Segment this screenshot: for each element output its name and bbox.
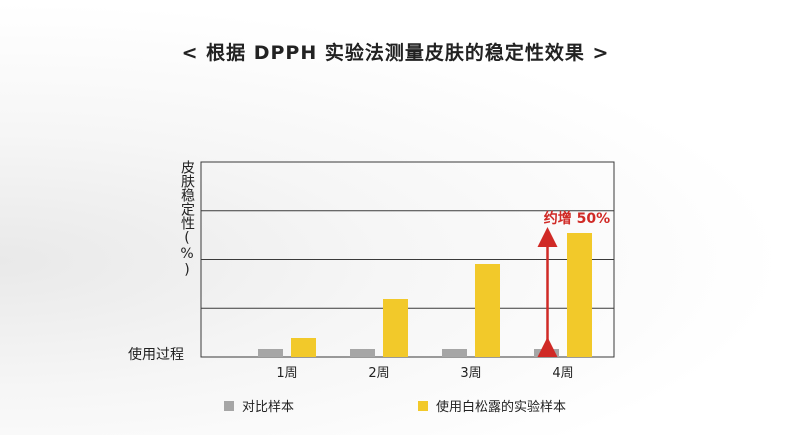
bar-control xyxy=(442,349,467,357)
legend-item-sample: 使用白松露的实验样本 xyxy=(418,396,566,415)
control-swatch-icon xyxy=(224,400,234,411)
annotation-label: 约增 50% xyxy=(544,210,610,227)
bar-sample xyxy=(383,299,408,357)
sample-swatch-icon xyxy=(418,400,428,411)
bar-control xyxy=(534,349,559,357)
x-tick-label: 3周 xyxy=(460,366,481,381)
x-tick-label: 2周 xyxy=(368,366,389,381)
x-tick-label: 4周 xyxy=(552,366,573,381)
x-tick-label: 1周 xyxy=(276,366,297,381)
page-title: < 根据 DPPH 实验法测量皮肤的稳定性效果 > xyxy=(181,42,610,64)
bar-sample xyxy=(567,233,592,357)
bar-sample xyxy=(475,264,500,357)
y-axis-label: 皮肤稳定性(%) xyxy=(179,160,195,278)
bar-sample xyxy=(291,338,316,357)
legend-item-control: 对比样本 xyxy=(224,396,294,415)
legend-label-sample: 使用白松露的实验样本 xyxy=(436,400,567,415)
bar-control xyxy=(350,349,375,357)
baseline-label: 使用过程 xyxy=(128,347,184,363)
legend-label-control: 对比样本 xyxy=(242,400,295,415)
bar-control xyxy=(258,349,283,357)
